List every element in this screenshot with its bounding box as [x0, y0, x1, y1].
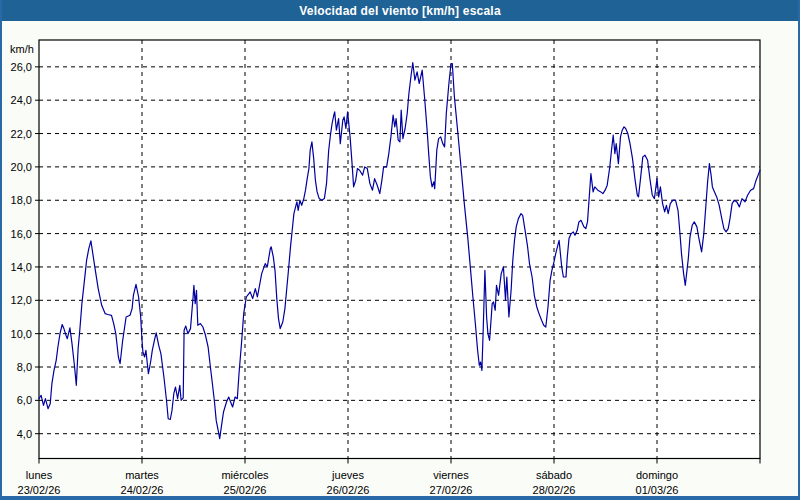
day-date-label: 27/02/26 — [430, 484, 473, 496]
y-tick-label: 12,0 — [11, 294, 32, 306]
day-name-label: miércoles — [221, 469, 269, 481]
wind-speed-chart: 4,0 6,0 8,0 10,0 12,0 14,0 16,0 18,0 20,0 22,0 24,… — [0, 0, 800, 500]
day-name-label: viernes — [433, 469, 469, 481]
day-name-label: domingo — [636, 469, 678, 481]
y-tick-label: 24,0 — [11, 94, 32, 106]
y-tick-label: 22,0 — [11, 128, 32, 140]
day-name-label: lunes — [26, 469, 53, 481]
y-tick-label: 18,0 — [11, 194, 32, 206]
y-tick-label: 8,0 — [17, 361, 32, 373]
day-date-label: 28/02/26 — [533, 484, 576, 496]
y-tick-label: 14,0 — [11, 261, 32, 273]
y-tick-label: 10,0 — [11, 328, 32, 340]
y-tick-label: 16,0 — [11, 228, 32, 240]
y-tick-label: 20,0 — [11, 161, 32, 173]
wind-speed-window: Velocidad del viento [km/h] escala 4,06,… — [0, 0, 800, 500]
day-date-label: 23/02/26 — [18, 484, 61, 496]
y-tick-label: 6,0 — [17, 394, 32, 406]
y-axis-unit-label: km/h — [10, 43, 34, 55]
day-name-label: martes — [125, 469, 159, 481]
y-tick-label: 4,0 — [17, 428, 32, 440]
day-name-label: jueves — [331, 469, 364, 481]
y-tick-label: 26,0 — [11, 61, 32, 73]
day-date-label: 25/02/26 — [224, 484, 267, 496]
day-date-label: 26/02/26 — [327, 484, 370, 496]
plot-area — [39, 40, 760, 459]
day-name-label: sábado — [536, 469, 572, 481]
day-date-label: 24/02/26 — [121, 484, 164, 496]
day-date-label: 01/03/26 — [636, 484, 679, 496]
